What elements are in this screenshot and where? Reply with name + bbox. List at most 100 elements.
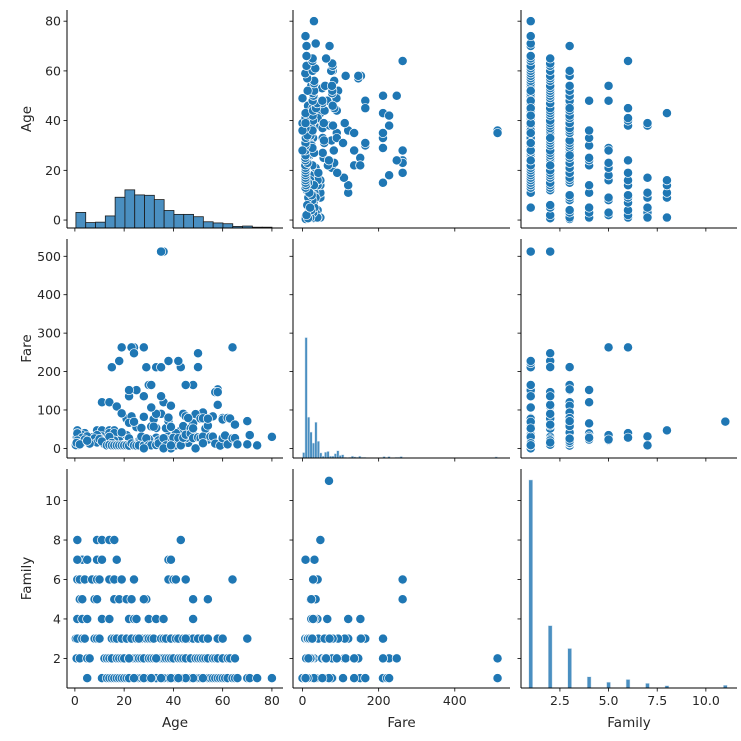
scatter-point — [297, 145, 308, 156]
scatter-point — [623, 432, 633, 443]
panel-family-vs-family: 2.5 5.0 7.5 10.0 — [517, 469, 737, 708]
scatter-point — [564, 41, 575, 51]
scatter-point — [82, 673, 93, 684]
scatter-point — [156, 246, 167, 257]
scatter-point — [129, 348, 139, 359]
x-tick-label: 0 — [299, 693, 307, 708]
scatter-point — [309, 554, 320, 565]
scatter-point — [545, 391, 556, 402]
scatter-point — [183, 413, 194, 423]
scatter-point — [384, 120, 395, 131]
scatter-point — [146, 402, 157, 413]
panel-family-vs-age: 0 20 40 60 80 2 4 6 8 10 — [45, 469, 283, 708]
hist-bar — [309, 431, 313, 459]
scatter-point — [603, 157, 614, 168]
scatter-point — [72, 554, 83, 565]
scatter-point — [384, 673, 395, 684]
scatter-point — [338, 138, 348, 148]
scatter-point — [391, 90, 402, 101]
scatter-point — [642, 187, 653, 198]
y-axis-title-family: Family — [19, 557, 35, 600]
hist-bar — [173, 213, 185, 229]
scatter-point — [116, 342, 127, 353]
scatter-point — [340, 70, 351, 81]
scatter-point — [82, 435, 93, 446]
scatter-point — [193, 362, 203, 373]
scatter-point — [188, 594, 199, 605]
scatter-point — [307, 633, 318, 644]
hist-bar — [304, 337, 308, 459]
scatter-point — [564, 433, 575, 444]
scatter-point — [232, 673, 243, 684]
scatter-point — [564, 190, 575, 201]
scatter-point — [306, 594, 317, 605]
scatter-point — [378, 177, 388, 188]
hist-bar — [316, 440, 320, 459]
scatter-point — [104, 397, 115, 408]
scatter-point — [525, 16, 536, 27]
scatter-point — [391, 653, 402, 664]
scatter-point — [378, 143, 388, 153]
scatter-point — [198, 438, 208, 449]
scatter-point — [623, 167, 633, 178]
scatter-point — [525, 380, 536, 390]
scatter-point — [378, 653, 388, 664]
scatter-point — [313, 167, 324, 178]
scatter-point — [244, 430, 255, 441]
scatter-point — [252, 440, 263, 451]
scatter-point — [321, 53, 332, 64]
hist-bar — [567, 648, 572, 689]
scatter-point — [163, 356, 174, 366]
scatter-point — [642, 118, 653, 129]
scatter-point — [584, 125, 595, 136]
x-tick-label: 2.5 — [550, 693, 570, 708]
scatter-point — [492, 673, 503, 684]
hist-bar — [163, 210, 175, 229]
panel-fare-vs-age: 0 100 200 300 400 500 — [37, 239, 283, 462]
scatter-point — [525, 202, 536, 213]
panel-fare-vs-fare — [289, 239, 510, 462]
scatter-point — [378, 633, 388, 644]
hist-bar — [104, 215, 116, 229]
scatter-point — [492, 128, 503, 138]
x-axis-title-age: Age — [162, 715, 188, 731]
scatter-point — [129, 416, 139, 427]
scatter-point — [84, 653, 95, 664]
y-tick-label: 500 — [37, 249, 61, 264]
hist-bar — [307, 416, 311, 459]
scatter-point — [378, 128, 388, 138]
scatter-point — [297, 93, 308, 104]
scatter-point — [138, 391, 149, 402]
scatter-point — [584, 385, 595, 395]
scatter-point — [300, 673, 311, 684]
scatter-point — [310, 38, 321, 49]
hist-bar — [222, 223, 234, 229]
scatter-point — [136, 423, 147, 433]
y-axis-title-fare: Fare — [19, 334, 35, 362]
scatter-point — [545, 246, 556, 257]
scatter-point — [384, 170, 395, 181]
scatter-point — [545, 133, 556, 143]
scatter-point — [360, 103, 371, 114]
panel-age-vs-fare — [289, 10, 510, 232]
scatter-point — [180, 380, 191, 390]
y-tick-label: 200 — [37, 364, 61, 379]
scatter-point — [97, 554, 107, 565]
scatter-point — [603, 434, 614, 445]
scatter-point — [545, 160, 556, 171]
x-tick-label: 40 — [165, 693, 181, 708]
scatter-point — [190, 443, 201, 454]
scatter-point — [564, 416, 575, 427]
hist-bar — [95, 221, 106, 229]
scatter-point — [151, 653, 162, 664]
scatter-point — [324, 41, 335, 51]
scatter-point — [111, 401, 122, 412]
scatter-point — [146, 673, 157, 684]
scatter-point — [564, 384, 575, 395]
scatter-point — [564, 103, 575, 114]
scatter-point — [397, 167, 408, 178]
scatter-point — [720, 416, 731, 427]
scatter-point — [252, 673, 263, 684]
x-axis-title-fare: Fare — [387, 715, 415, 731]
